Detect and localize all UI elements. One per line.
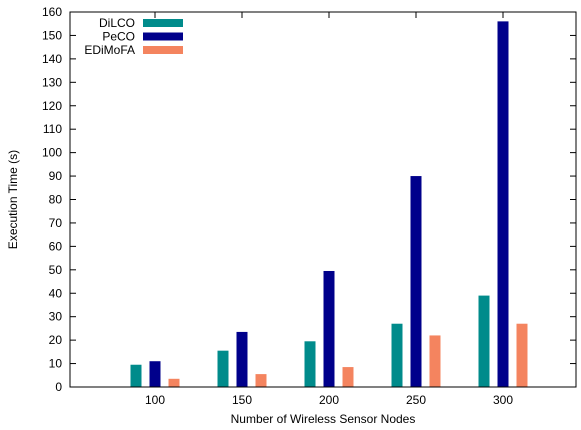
plot-frame — [69, 11, 577, 388]
bar-dilco-250 — [391, 323, 403, 387]
y-tick-label: 100 — [42, 146, 62, 160]
legend-label-dilco: DiLCO — [99, 16, 135, 30]
y-tick-label: 20 — [49, 333, 63, 347]
y-tick-label: 150 — [42, 28, 62, 42]
bar-dilco-200 — [304, 341, 316, 387]
bar-peco-300 — [497, 21, 509, 387]
y-tick-label: 120 — [42, 99, 62, 113]
bar-peco-200 — [323, 270, 335, 387]
y-tick-label: 110 — [43, 122, 62, 136]
y-tick-label: 40 — [49, 286, 63, 300]
bar-peco-250 — [410, 176, 422, 387]
x-axis: 100 150 200 250 300 — [145, 12, 513, 407]
bar-peco-150 — [236, 331, 248, 387]
y-tick-label: 10 — [49, 357, 63, 371]
y-axis: 0 10 20 30 40 50 60 70 80 90 100 110 120 130 140 150 160 — [42, 5, 576, 394]
x-tick-label: 300 — [493, 393, 513, 407]
legend-swatch-dilco — [143, 19, 183, 27]
bar-dilco-100 — [130, 364, 142, 387]
x-tick-label: 100 — [145, 393, 165, 407]
y-axis-title: Execution Time (s) — [6, 150, 20, 249]
bar-edimofa-200 — [342, 367, 354, 387]
x-tick-label: 250 — [406, 393, 426, 407]
bar-dilco-150 — [217, 350, 229, 387]
y-tick-label: 80 — [49, 193, 63, 207]
x-tick-label: 200 — [319, 393, 339, 407]
y-tick-label: 70 — [49, 216, 63, 230]
bar-dilco-300 — [478, 295, 490, 387]
y-tick-label: 30 — [49, 310, 63, 324]
x-tick-label: 150 — [232, 393, 252, 407]
bar-edimofa-300 — [516, 323, 528, 387]
legend-swatch-edimofa — [143, 46, 183, 54]
y-tick-label: 0 — [55, 380, 62, 394]
y-tick-label: 60 — [49, 239, 63, 253]
legend-swatch-peco — [143, 32, 183, 41]
x-axis-title: Number of Wireless Sensor Nodes — [231, 412, 416, 426]
y-tick-label: 130 — [42, 75, 62, 89]
bar-edimofa-150 — [255, 374, 267, 387]
y-tick-label: 90 — [49, 169, 63, 183]
legend-label-peco: PeCO — [102, 30, 135, 44]
legend-label-edimofa: EDiMoFA — [84, 43, 135, 57]
y-tick-label: 140 — [42, 52, 62, 66]
y-tick-label: 50 — [49, 263, 63, 277]
bar-peco-100 — [149, 361, 161, 387]
bar-edimofa-250 — [429, 335, 441, 387]
y-tick-label: 160 — [42, 5, 62, 19]
bar-edimofa-100 — [168, 378, 180, 387]
bars — [130, 21, 528, 387]
